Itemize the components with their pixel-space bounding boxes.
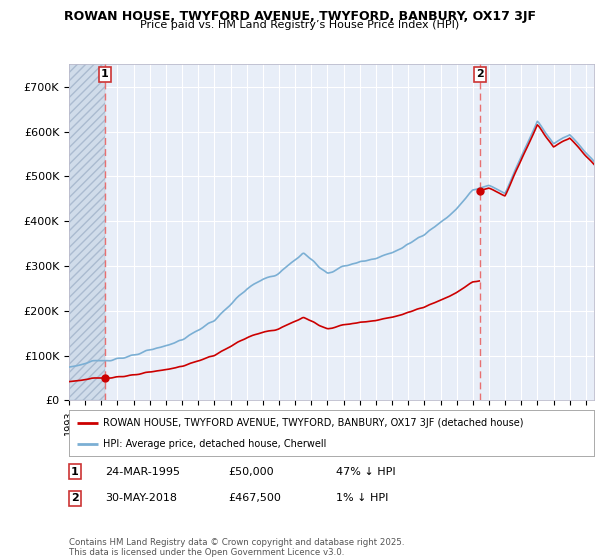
Text: Price paid vs. HM Land Registry’s House Price Index (HPI): Price paid vs. HM Land Registry’s House … bbox=[140, 20, 460, 30]
Text: 1: 1 bbox=[101, 69, 109, 80]
Text: £50,000: £50,000 bbox=[228, 466, 274, 477]
Text: 30-MAY-2018: 30-MAY-2018 bbox=[105, 493, 177, 503]
Text: 24-MAR-1995: 24-MAR-1995 bbox=[105, 466, 180, 477]
Text: 2: 2 bbox=[476, 69, 484, 80]
Text: 1: 1 bbox=[71, 466, 79, 477]
Text: Contains HM Land Registry data © Crown copyright and database right 2025.
This d: Contains HM Land Registry data © Crown c… bbox=[69, 538, 404, 557]
Text: ROWAN HOUSE, TWYFORD AVENUE, TWYFORD, BANBURY, OX17 3JF: ROWAN HOUSE, TWYFORD AVENUE, TWYFORD, BA… bbox=[64, 10, 536, 22]
Text: £467,500: £467,500 bbox=[228, 493, 281, 503]
Bar bbox=[69, 64, 105, 400]
Text: HPI: Average price, detached house, Cherwell: HPI: Average price, detached house, Cher… bbox=[103, 439, 326, 449]
Text: 2: 2 bbox=[71, 493, 79, 503]
Text: 1% ↓ HPI: 1% ↓ HPI bbox=[336, 493, 388, 503]
Text: ROWAN HOUSE, TWYFORD AVENUE, TWYFORD, BANBURY, OX17 3JF (detached house): ROWAN HOUSE, TWYFORD AVENUE, TWYFORD, BA… bbox=[103, 418, 524, 428]
Text: 47% ↓ HPI: 47% ↓ HPI bbox=[336, 466, 395, 477]
